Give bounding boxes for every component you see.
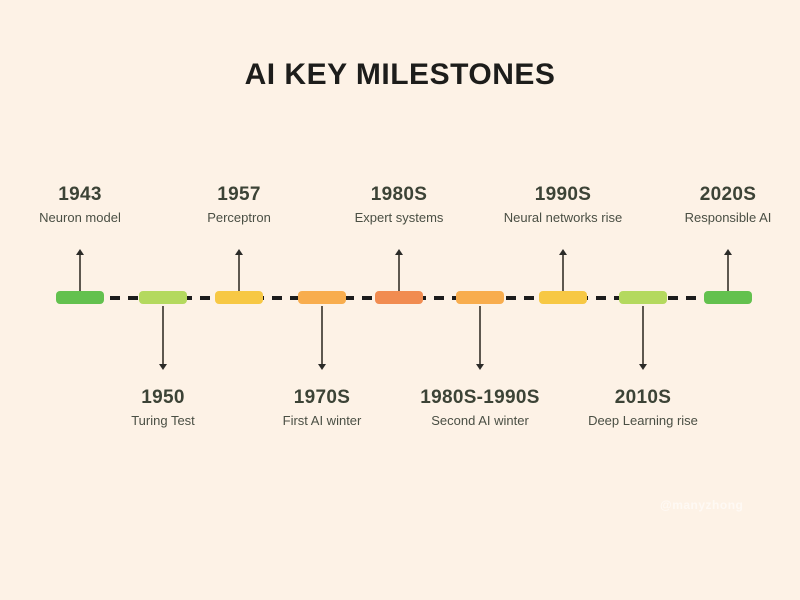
milestone-text: 1980S Expert systems — [314, 183, 484, 226]
milestone-year: 1980S — [370, 184, 428, 205]
milestone-text: 1950 Turing Test — [78, 386, 248, 429]
milestone-year: 1980S-1990S — [420, 387, 540, 408]
milestone-label: Neuron model — [39, 210, 121, 225]
milestone-year: 2020S — [699, 184, 757, 205]
milestone-group: 1950 Turing Test — [78, 0, 248, 600]
milestone-marker — [56, 291, 104, 304]
milestone-marker — [215, 291, 263, 304]
arrow-down-icon — [318, 306, 326, 370]
milestone-text: 2020S Responsible AI — [643, 183, 800, 226]
arrow-down-icon — [639, 306, 647, 370]
milestone-marker — [619, 291, 667, 304]
milestone-group: 1980S Expert systems — [314, 0, 484, 600]
milestone-marker — [456, 291, 504, 304]
milestone-marker — [375, 291, 423, 304]
milestone-group: 1957 Perceptron — [154, 0, 324, 600]
milestone-year: 1990S — [534, 184, 592, 205]
milestone-text: 2010S Deep Learning rise — [558, 386, 728, 429]
milestone-label: Responsible AI — [684, 210, 772, 225]
milestone-group: 1970S First AI winter — [237, 0, 407, 600]
milestone-year: 1943 — [58, 184, 102, 205]
arrow-up-icon — [559, 249, 567, 291]
arrow-up-icon — [235, 249, 243, 291]
arrow-up-icon — [76, 249, 84, 291]
milestone-year: 1957 — [217, 184, 261, 205]
milestone-label: First AI winter — [282, 413, 362, 428]
milestone-group: 1990S Neural networks rise — [478, 0, 648, 600]
milestone-label: Turing Test — [131, 413, 195, 428]
milestone-year: 2010S — [614, 387, 672, 408]
milestone-text: 1970S First AI winter — [237, 386, 407, 429]
milestone-label: Second AI winter — [431, 413, 529, 428]
milestone-label: Expert systems — [354, 210, 444, 225]
milestone-text: 1990S Neural networks rise — [478, 183, 648, 226]
milestone-marker — [539, 291, 587, 304]
milestone-text: 1943 Neuron model — [0, 183, 165, 226]
arrow-down-icon — [476, 306, 484, 370]
milestone-label: Deep Learning rise — [588, 413, 698, 428]
milestone-group: 2010S Deep Learning rise — [558, 0, 728, 600]
milestone-label: Neural networks rise — [503, 210, 623, 225]
milestone-group: 1980S-1990S Second AI winter — [395, 0, 565, 600]
watermark: @manyzhong — [660, 498, 744, 512]
arrow-up-icon — [724, 249, 732, 291]
milestone-label: Perceptron — [207, 210, 271, 225]
milestone-marker — [298, 291, 346, 304]
milestone-marker — [704, 291, 752, 304]
milestone-text: 1957 Perceptron — [154, 183, 324, 226]
arrow-up-icon — [395, 249, 403, 291]
milestone-year: 1950 — [141, 387, 185, 408]
arrow-down-icon — [159, 306, 167, 370]
milestone-marker — [139, 291, 187, 304]
milestone-group: 2020S Responsible AI — [643, 0, 800, 600]
milestone-group: 1943 Neuron model — [0, 0, 165, 600]
milestone-year: 1970S — [293, 387, 351, 408]
milestone-text: 1980S-1990S Second AI winter — [395, 386, 565, 429]
page-title: AI KEY MILESTONES — [244, 58, 556, 91]
